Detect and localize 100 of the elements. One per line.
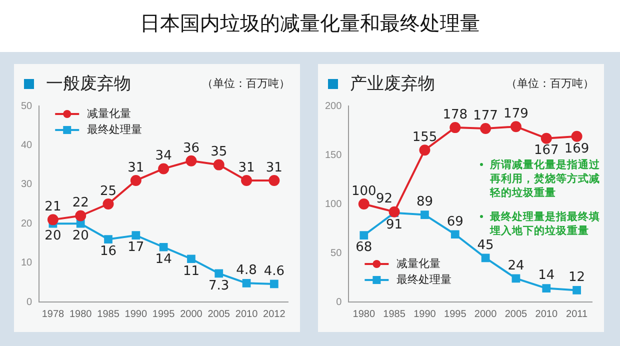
x-tick-label: 1980 xyxy=(352,308,376,320)
data-label: 177 xyxy=(473,108,498,124)
data-label: 178 xyxy=(442,107,468,122)
x-tick-label: 2000 xyxy=(180,308,203,320)
data-label: 100 xyxy=(351,184,376,199)
data-label: 31 xyxy=(128,160,144,176)
data-label: 17 xyxy=(128,240,144,256)
point xyxy=(130,174,142,186)
data-label: 179 xyxy=(504,106,528,122)
y-tick-label: 30 xyxy=(21,179,33,190)
point xyxy=(450,122,461,134)
data-label: 169 xyxy=(564,141,590,156)
x-tick-label: 2010 xyxy=(535,308,558,320)
data-label: 20 xyxy=(44,228,62,244)
y-axis-title: （单位：百万吨） xyxy=(202,76,290,91)
data-label: 14 xyxy=(538,268,555,284)
point xyxy=(512,274,520,283)
data-label: 34 xyxy=(155,148,172,164)
legend-label: 最终处理量 xyxy=(396,272,452,286)
point xyxy=(542,284,551,292)
data-label: 4.6 xyxy=(264,264,285,279)
point xyxy=(419,144,430,156)
x-tick-label: 2011 xyxy=(566,308,588,320)
y-tick-label: 0 xyxy=(26,296,33,308)
point xyxy=(213,159,224,170)
data-label: 14 xyxy=(155,252,172,267)
y-tick-label: 40 xyxy=(21,140,33,151)
x-tick-label: 1985 xyxy=(97,308,120,320)
y-tick-label: 200 xyxy=(324,100,342,112)
y-tick-label: 50 xyxy=(21,100,33,112)
data-label: 89 xyxy=(416,194,433,210)
data-label: 16 xyxy=(100,244,117,260)
y-tick-label: 0 xyxy=(336,296,342,308)
data-label: 24 xyxy=(508,258,524,274)
point xyxy=(242,279,251,288)
x-tick-label: 1990 xyxy=(414,308,436,320)
data-label: 35 xyxy=(210,144,228,160)
legend-label: 减量化量 xyxy=(396,256,441,270)
point xyxy=(186,155,197,166)
point xyxy=(270,280,278,288)
point xyxy=(481,254,490,262)
point xyxy=(159,242,168,252)
point xyxy=(214,269,224,278)
data-label: 20 xyxy=(72,228,89,244)
point xyxy=(76,219,85,228)
point xyxy=(104,235,112,244)
point xyxy=(572,286,581,294)
point xyxy=(540,132,552,144)
data-label: 31 xyxy=(266,160,282,176)
point xyxy=(358,198,370,210)
x-tick-label: 2005 xyxy=(504,308,528,320)
data-label: 92 xyxy=(376,192,393,207)
x-tick-label: 1990 xyxy=(124,308,148,320)
point xyxy=(420,210,429,219)
point xyxy=(388,206,400,218)
point xyxy=(480,123,492,134)
legend-label: 减量化量 xyxy=(87,106,132,120)
data-label: 21 xyxy=(44,200,62,215)
data-label: 155 xyxy=(412,130,438,145)
x-tick-label: 1995 xyxy=(444,308,467,320)
data-label: 31 xyxy=(238,160,255,176)
data-label: 22 xyxy=(72,196,89,211)
data-label: 91 xyxy=(386,218,403,233)
data-label: 167 xyxy=(534,143,559,158)
x-tick-label: 1995 xyxy=(152,308,176,320)
data-label: 7.3 xyxy=(208,278,230,294)
point xyxy=(360,231,368,240)
point xyxy=(510,121,522,132)
x-tick-label: 2010 xyxy=(235,308,258,320)
data-label: 69 xyxy=(446,214,464,230)
data-label: 11 xyxy=(182,264,200,279)
point xyxy=(268,174,280,186)
point xyxy=(132,231,140,240)
data-label: 4.8 xyxy=(236,263,257,278)
chart-subtitle: 一般废弃物 xyxy=(45,73,131,95)
y-tick-label: 150 xyxy=(324,150,342,161)
x-tick-label: 1978 xyxy=(42,308,65,320)
point xyxy=(75,210,86,222)
x-tick-label: 2012 xyxy=(263,308,286,320)
annotation: 所谓减量化量是指通过再利用，焚烧等方式减轻的垃圾重量 xyxy=(488,158,601,200)
point xyxy=(450,230,460,239)
y-tick-label: 20 xyxy=(21,218,33,230)
point xyxy=(187,254,196,264)
data-label: 36 xyxy=(182,140,200,156)
legend-label: 最终处理量 xyxy=(87,122,142,136)
data-label: 12 xyxy=(568,270,586,286)
point xyxy=(158,163,170,174)
point xyxy=(571,130,582,142)
y-tick-label: 50 xyxy=(330,248,342,259)
x-tick-label: 1985 xyxy=(383,308,406,320)
point xyxy=(102,198,114,210)
chart-subtitle: 产业废弃物 xyxy=(349,73,435,95)
x-tick-label: 2000 xyxy=(474,308,498,320)
point xyxy=(47,214,58,226)
data-label: 25 xyxy=(100,184,117,199)
data-label: 68 xyxy=(356,240,372,256)
data-label: 45 xyxy=(477,238,494,253)
x-tick-label: 2005 xyxy=(208,308,230,320)
annotation: 最终处理量是指最终填埋入地下的垃圾重量 xyxy=(488,210,601,238)
y-tick-label: 100 xyxy=(324,198,342,210)
